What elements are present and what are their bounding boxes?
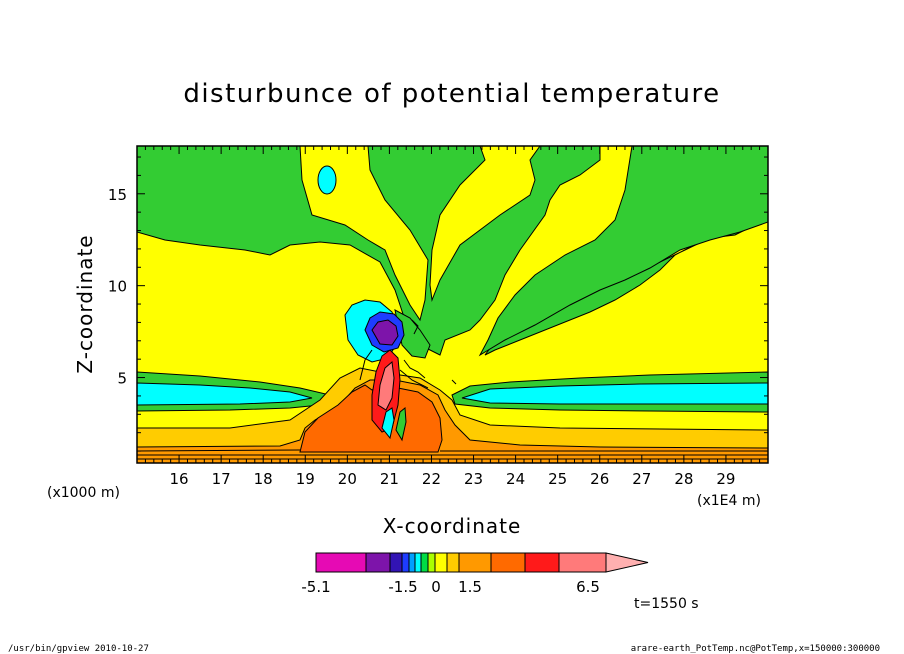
- purple-cell: [371, 319, 399, 346]
- cyan-band-right: [461, 382, 768, 405]
- colorbar-segment: [408, 552, 416, 573]
- thin-stripes: [137, 449, 768, 460]
- x-tick-label: 18: [254, 470, 273, 488]
- footer-right: arare-earth_PotTemp.nc@PotTemp,x=150000:…: [631, 644, 880, 654]
- colorbar-segment: [365, 552, 391, 573]
- x-tick-label: 20: [338, 470, 357, 488]
- axes: 16 17 18 19 20 21 22 23 24 25 26 27 28 29 5 10 15: [108, 146, 769, 488]
- x-tick-label: 21: [380, 470, 399, 488]
- footer-left: /usr/bin/gpview 2010-10-27: [8, 644, 149, 654]
- colorbar-tick-label: 1.5: [458, 578, 482, 596]
- y-tick-label: 10: [108, 278, 127, 296]
- x-axis-label: X-coordinate: [383, 514, 522, 538]
- green-collar: [394, 309, 431, 359]
- x-tick-label: 25: [548, 470, 567, 488]
- x-tick-label: 27: [632, 470, 651, 488]
- y-tick-label: 15: [108, 186, 127, 204]
- cyan-cell-upper: [317, 165, 337, 195]
- small-green-inclusion: [395, 407, 407, 442]
- x-tick-label: 24: [506, 470, 525, 488]
- x-tick-label: 28: [674, 470, 693, 488]
- x-tick-label: 22: [422, 470, 441, 488]
- y-axis-label: Z-coordinate: [73, 234, 97, 373]
- x-tick-label: 23: [464, 470, 483, 488]
- y-tick-label: 5: [117, 370, 127, 388]
- x-tick-label: 16: [170, 470, 189, 488]
- colorbar-segment: [315, 552, 367, 573]
- colorbar-segment: [427, 552, 436, 573]
- orange-fingers: [359, 319, 457, 389]
- gold-layer: [137, 367, 768, 463]
- x-unit-label: (x1E4 m): [697, 493, 761, 509]
- small-cyan-inclusion: [381, 407, 395, 440]
- time-label: t=1550 s: [634, 596, 699, 612]
- cyan-band-left: [137, 382, 313, 406]
- colorbar-tick-label: 0: [431, 578, 441, 596]
- x-tick-label: 29: [716, 470, 735, 488]
- colorbar-tick-label: 6.5: [576, 578, 600, 596]
- colorbar: -5.1 -1.5 0 1.5 6.5: [301, 552, 649, 596]
- x-tick-label: 19: [296, 470, 315, 488]
- colorbar-segment: [458, 552, 492, 573]
- colorbar-tick-label: -1.5: [388, 578, 417, 596]
- pink-core: [377, 361, 395, 411]
- colorbar-segment: [558, 552, 607, 573]
- green-region-upper-left: [137, 146, 601, 356]
- colorbar-segment: [524, 552, 560, 573]
- green-wedge-right: [478, 146, 768, 357]
- colorbar-arrow: [605, 552, 649, 573]
- colorbar-segment: [389, 552, 403, 573]
- x-tick-label: 26: [590, 470, 609, 488]
- colorbar-segment: [446, 552, 460, 573]
- colorbar-segment: [420, 552, 429, 573]
- colorbar-tick-label: -5.1: [301, 578, 330, 596]
- colorbar-segment: [414, 552, 422, 573]
- chart-title: disturbunce of potential temperature: [183, 79, 720, 109]
- colorbar-segment: [434, 552, 448, 573]
- amber-layer: [137, 379, 768, 463]
- colorbar-segment: [401, 552, 410, 573]
- x-tick-label: 17: [212, 470, 231, 488]
- y-unit-label: (x1000 m): [47, 485, 120, 501]
- contour-field: [137, 146, 768, 463]
- colorbar-segment: [490, 552, 526, 573]
